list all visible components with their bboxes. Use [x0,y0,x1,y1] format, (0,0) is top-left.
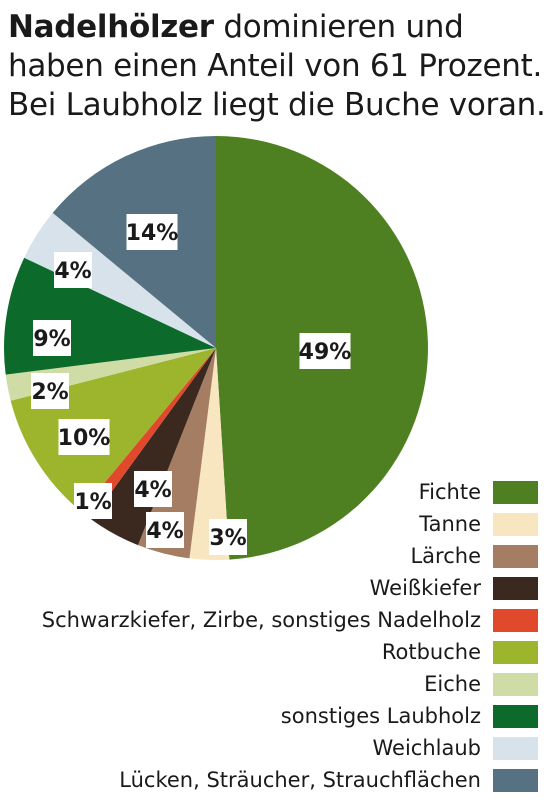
pie-slice-schwarzkiefer-zirbe-sonstiges-nadelholz [80,348,217,520]
pie-slice-tanne [189,348,230,560]
legend-item-eiche: Eiche [42,668,538,700]
slice-label-fichte: 49% [299,333,352,369]
slice-label-laerche: 4% [146,512,184,548]
svg-text:9%: 9% [33,327,70,352]
legend-item-schwarzkiefer-zirbe-sonstiges-nadelholz: Schwarzkiefer, Zirbe, sonstiges Nadelhol… [42,604,538,636]
legend-swatch [493,512,538,536]
svg-text:4%: 4% [54,259,91,284]
legend-item-laerche: Lärche [42,540,538,572]
headline-lead: Nadelhölzer [8,9,214,45]
legend-item-weichlaub: Weichlaub [42,732,538,764]
legend-item-sonstiges-laubholz: sonstiges Laubholz [42,700,538,732]
pie-slice-weichlaub [24,212,217,348]
legend-item-luecken-straeucher-strauchflaechen: Lücken, Sträucher, Strauchflächen [42,764,538,796]
svg-text:14%: 14% [126,221,179,246]
slice-label-schwarzkiefer-zirbe-sonstiges-nadelholz: 1% [74,483,112,519]
slice-label-eiche: 2% [31,373,69,409]
legend-label: Weichlaub [372,736,482,760]
slice-label-weisskiefer: 4% [134,471,172,507]
chart-headline: Nadelhölzer dominieren und haben einen A… [8,8,548,125]
legend-swatch [493,768,538,792]
legend-label: Rotbuche [381,640,481,664]
legend-swatch [493,672,538,696]
legend-swatch [493,704,538,728]
legend-item-rotbuche: Rotbuche [42,636,538,668]
svg-text:4%: 4% [146,519,183,544]
legend-item-weisskiefer: Weißkiefer [42,572,538,604]
chart-legend: Fichte Tanne Lärche Weißkiefer Schwarzkiefer… [42,476,538,796]
slice-label-tanne: 3% [209,519,247,555]
legend-swatch [493,576,538,600]
legend-label: Weißkiefer [369,576,481,600]
svg-text:2%: 2% [31,380,68,405]
legend-item-fichte: Fichte [42,476,538,508]
legend-swatch [493,640,538,664]
slice-label-rotbuche: 10% [58,419,111,455]
legend-label: Tanne [419,512,481,536]
legend-label: Fichte [418,480,481,504]
legend-swatch [493,544,538,568]
legend-label: sonstiges Laubholz [280,704,481,728]
slice-label-sonstiges-laubholz: 9% [33,320,71,356]
legend-label: Lärche [410,544,481,568]
legend-item-tanne: Tanne [42,508,538,540]
legend-swatch [493,480,538,504]
legend-label: Eiche [424,672,481,696]
slice-label-luecken-straeucher-strauchflaechen: 14% [126,214,179,250]
legend-label: Schwarzkiefer, Zirbe, sonstiges Nadelhol… [41,608,481,632]
svg-text:1%: 1% [74,490,111,515]
svg-text:3%: 3% [209,526,246,551]
legend-swatch [493,736,538,760]
svg-text:4%: 4% [134,478,171,503]
slice-labels: 49% 3% 4% 4% 1% 10% 2% 9% 4% 14% [31,214,351,555]
svg-text:49%: 49% [299,340,352,365]
pie-slice-weisskiefer [91,348,216,546]
legend-swatch [493,608,538,632]
headline-rest: dominieren und haben einen Anteil von 61… [8,9,546,123]
svg-text:10%: 10% [58,426,111,451]
slice-label-weichlaub: 4% [54,252,92,288]
legend-label: Lücken, Sträucher, Strauchflächen [119,768,481,792]
